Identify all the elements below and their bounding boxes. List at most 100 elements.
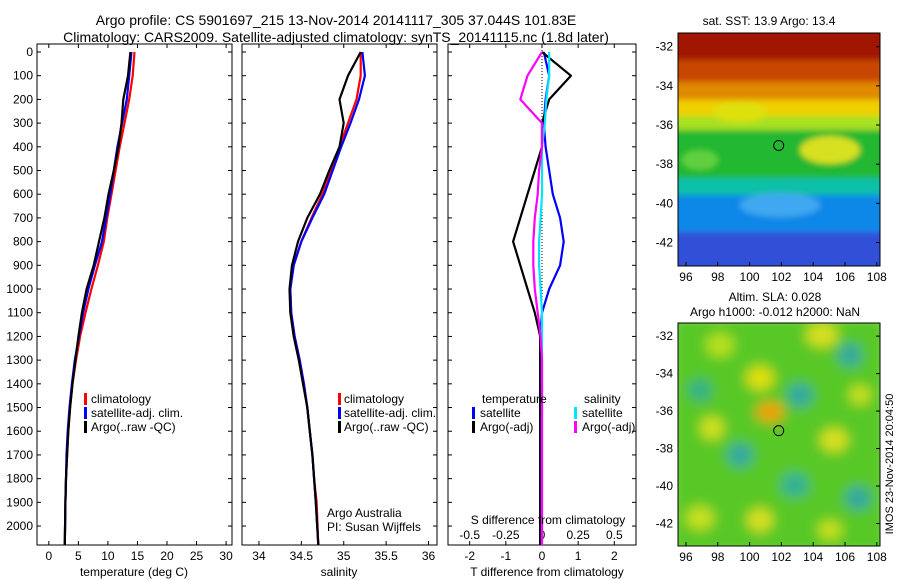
sla-map-frame (677, 322, 881, 547)
map-x-tick-label: 108 (867, 270, 887, 284)
map-y-tick-label: -36 (656, 404, 674, 418)
depth-tick-label: 1600 (6, 424, 33, 438)
annotation-pi: PI: Susan Wijffels (327, 520, 421, 534)
depth-tick-label: 1900 (6, 495, 33, 509)
legend-label-argo: Argo(..raw -QC) (344, 420, 429, 434)
sla-feature-13 (845, 486, 871, 510)
legend-label-satellite: satellite-adj. clim. (344, 406, 436, 420)
map-x-tick-label: 104 (803, 270, 823, 284)
t-difference-xlabel: T difference from climatology (470, 565, 624, 579)
sla-feature-8 (756, 402, 784, 422)
sla-feature-15 (747, 508, 773, 532)
imos-side-label: IMOS 23-Nov-2014 20:04:50 (884, 394, 896, 535)
sla-feature-9 (727, 443, 753, 467)
map-x-tick-label: 106 (835, 270, 855, 284)
sla-feature-4 (688, 379, 712, 401)
sla-feature-7 (849, 385, 871, 405)
x-tick-label: 35 (337, 549, 351, 563)
depth-tick-label: 1500 (6, 401, 33, 415)
salinity-x-ticks: 34 34.5 35 35.5 36 (252, 44, 436, 563)
depth-tick-label: 2000 (6, 519, 33, 533)
s-difference-tick-label: -0.5 (459, 528, 480, 542)
map-x-tick-label: 108 (867, 550, 887, 564)
legend-swatch-argo (338, 421, 341, 433)
x-tick-label: 5 (75, 549, 82, 563)
x-tick-label: -2 (464, 549, 475, 563)
x-tick-label: 0 (45, 549, 52, 563)
sla-feature-16 (818, 520, 842, 540)
map-y-tick-label: -34 (656, 79, 674, 93)
series-line-argo-adj- (519, 51, 544, 545)
legend-label-s-argo: Argo(-adj) (582, 420, 635, 434)
depth-tick-label: 300 (13, 116, 33, 130)
salinity-legend: climatology satellite-adj. clim. Argo(..… (338, 392, 436, 434)
map-x-tick-label: 98 (711, 550, 725, 564)
sla-feature-1 (706, 333, 734, 357)
depth-tick-label: 900 (13, 258, 33, 272)
sla-feature-11 (820, 428, 848, 452)
legend-label-climatology: climatology (344, 392, 404, 406)
map-x-tick-label: 100 (740, 550, 760, 564)
map-y-tick-label: -38 (656, 157, 674, 171)
map-x-tick-label: 96 (679, 550, 693, 564)
salinity-lines (288, 51, 366, 545)
depth-tick-label: 700 (13, 211, 33, 225)
sla-map-ticks: 96 98 100 102 104 106 108 -32 -34 -36 -38 -40 -42 (656, 329, 887, 564)
temperature-xlabel: temperature (deg C) (80, 565, 188, 579)
depth-tick-label: 400 (13, 140, 33, 154)
series-line-argo-raw-qc- (63, 51, 132, 545)
legend-label-satellite: satellite-adj. clim. (91, 406, 183, 420)
depth-tick-label: 800 (13, 235, 33, 249)
x-tick-label: 10 (101, 549, 115, 563)
argo-position-marker (773, 425, 785, 437)
annotation-argo-australia: Argo Australia (327, 506, 402, 520)
temperature-legend: climatology satellite-adj. clim. Argo(..… (84, 392, 183, 434)
x-tick-label: 34 (252, 549, 266, 563)
depth-tick-label: 0 (26, 45, 33, 59)
temperature-lines (63, 51, 136, 545)
depth-tick-label: 1000 (6, 282, 33, 296)
x-tick-label: 2 (611, 549, 618, 563)
sst-band-2 (678, 60, 880, 85)
sst-field (678, 33, 880, 266)
depth-tick-label: 1200 (6, 329, 33, 343)
legend-swatch-climatology (84, 393, 87, 405)
sla-title-line1: Altim. SLA: 0.028 (729, 290, 822, 304)
series-line-satellite-adj-clim- (289, 51, 366, 545)
header-line2: Climatology: CARS2009. Satellite-adjuste… (63, 29, 609, 45)
map-y-tick-label: -32 (656, 40, 674, 54)
s-difference-tick-label: 0.5 (606, 528, 623, 542)
map-y-tick-label: -42 (656, 517, 674, 531)
temperature-x-ticks: 0 5 10 15 20 25 30 (45, 44, 233, 563)
sla-feature-6 (787, 383, 813, 407)
salinity-panel: 34 34.5 35 35.5 36 salinity climatology sate… (241, 43, 438, 579)
sst-title: sat. SST: 13.9 Argo: 13.4 (703, 14, 836, 28)
sst-map-panel: sat. SST: 13.9 Argo: 13.4 96 98 100 102 104 1… (656, 14, 887, 284)
sst-band-9 (678, 232, 880, 266)
x-tick-label: 0 (539, 549, 546, 563)
difference-x-ticks: -2 -1 0 1 2 (464, 44, 618, 563)
temperature-axes-frame (36, 43, 233, 546)
legend-swatch-satellite (338, 407, 341, 419)
map-y-tick-label: -42 (656, 236, 674, 250)
difference-y-ticks (448, 51, 636, 527)
map-x-tick-label: 104 (803, 550, 823, 564)
sla-feature-2 (806, 323, 838, 347)
legend-swatch-t-satellite (472, 407, 475, 419)
sla-map-panel: Altim. SLA: 0.028 Argo h1000: -0.012 h20… (656, 290, 896, 564)
sst-map-frame (677, 32, 881, 267)
s-difference-label: S difference from climatology (471, 513, 626, 527)
legend-title-temperature: temperature (482, 392, 547, 406)
map-x-tick-label: 98 (711, 270, 725, 284)
sst-map-ticks: 96 98 100 102 104 106 108 -32 -34 -36 -38 -40 -42 (656, 40, 887, 284)
series-line-climatology (63, 51, 136, 545)
map-y-tick-label: -36 (656, 118, 674, 132)
map-y-tick-label: -34 (656, 367, 674, 381)
depth-tick-label: 1100 (7, 306, 33, 320)
s-difference-tick-label: -0.25 (492, 528, 520, 542)
x-tick-label: 15 (131, 549, 145, 563)
sst-band-1 (678, 33, 880, 65)
map-x-tick-label: 102 (771, 270, 791, 284)
legend-swatch-s-satellite (574, 407, 577, 419)
depth-tick-label: 1400 (6, 377, 33, 391)
